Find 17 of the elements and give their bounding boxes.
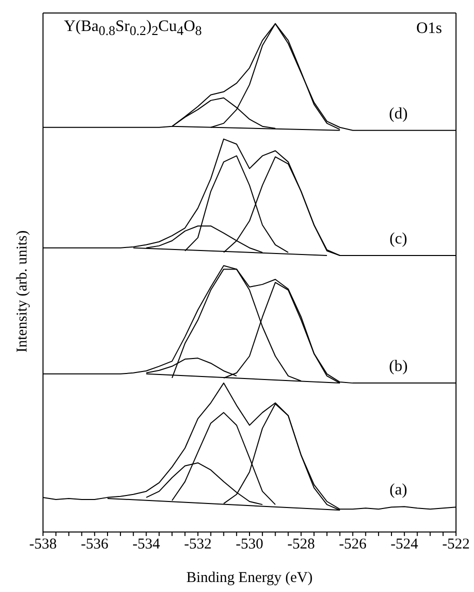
series-label: (a) — [389, 482, 408, 499]
series-label: (d) — [389, 105, 408, 122]
x-tick-label: -538 — [29, 536, 57, 553]
y-axis-title: Intensity (arb. units) — [14, 230, 30, 352]
x-tick-label: -536 — [80, 536, 109, 553]
annotation: O1s — [416, 20, 442, 38]
series-label: (b) — [389, 358, 408, 376]
x-tick-label: -532 — [184, 536, 212, 553]
x-tick-label: -530 — [236, 536, 264, 553]
series-label: (c) — [389, 230, 408, 248]
x-tick-label: -528 — [287, 536, 315, 553]
x-tick-label: -526 — [339, 536, 367, 553]
chart-title: Y(Ba$_{0.8}$Sr$_{0.2}$)$_{2}$Cu$_{4}$O$_{8}$ — [64, 18, 202, 38]
x-tick-label: -524 — [390, 536, 419, 553]
x-axis-title: Binding Energy (eV) — [186, 570, 313, 586]
x-tick-label: -534 — [132, 536, 160, 553]
x-tick-label: -522 — [442, 536, 470, 553]
